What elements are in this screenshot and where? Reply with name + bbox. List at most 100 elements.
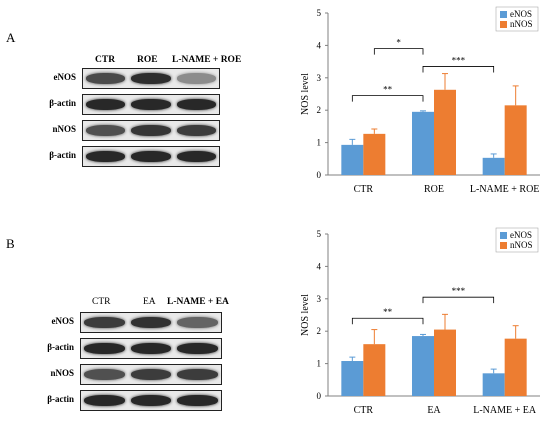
y-tick-label: 0 bbox=[317, 391, 322, 401]
legend-swatch bbox=[500, 242, 507, 249]
lane-label-ea: EA bbox=[143, 297, 156, 307]
blot-band bbox=[84, 317, 125, 328]
legend-label: nNOS bbox=[510, 19, 533, 29]
lane-label-ctr: CTR bbox=[95, 55, 116, 65]
x-tick-label: CTR bbox=[354, 405, 374, 416]
blot-band bbox=[131, 125, 171, 136]
panel-a: A CTR ROE L-NAME + ROE 0 1 2 3 4 5 NOS level CT… bbox=[0, 0, 550, 210]
blot-band bbox=[176, 99, 216, 110]
significance-label: ** bbox=[383, 85, 393, 95]
panel-label: A bbox=[6, 30, 16, 45]
blot-row-label: β-actin bbox=[49, 98, 76, 108]
blot-band bbox=[86, 151, 126, 162]
legend-label: eNOS bbox=[510, 230, 532, 240]
x-tick-label: L-NAME + EA bbox=[473, 405, 537, 416]
blot-band bbox=[86, 125, 126, 136]
blot-row-label: nNOS bbox=[50, 368, 74, 378]
blot-strip bbox=[80, 390, 222, 411]
blot-band bbox=[84, 343, 125, 354]
bar-enos bbox=[412, 336, 434, 396]
x-tick-label: CTR bbox=[354, 184, 374, 195]
y-tick-label: 1 bbox=[317, 138, 322, 148]
x-tick-label: L-NAME + ROE bbox=[470, 184, 540, 195]
y-tick-label: 5 bbox=[317, 8, 322, 18]
y-axis-label: NOS level bbox=[300, 294, 311, 336]
lane-label-roe: ROE bbox=[137, 55, 158, 65]
blot-band bbox=[176, 125, 216, 136]
blot-band bbox=[131, 73, 171, 84]
significance-bracket bbox=[351, 317, 424, 325]
y-tick-label: 4 bbox=[317, 261, 322, 271]
blot-strip bbox=[82, 120, 220, 141]
blot-band bbox=[130, 343, 172, 354]
y-tick-label: 2 bbox=[317, 326, 322, 336]
panel-label: B bbox=[6, 236, 15, 251]
lane-label-lname-ea: L-NAME + EA bbox=[167, 297, 229, 307]
x-tick-label: ROE bbox=[424, 184, 444, 195]
blot-row-label: β-actin bbox=[47, 394, 74, 404]
blot-strip bbox=[80, 364, 222, 385]
blot-row-label: eNOS bbox=[53, 72, 77, 82]
bar-enos bbox=[412, 111, 434, 175]
blot-strip bbox=[82, 94, 220, 115]
blot-band bbox=[130, 369, 172, 380]
blot-band bbox=[86, 99, 126, 110]
significance-label: *** bbox=[452, 286, 466, 296]
significance-label: *** bbox=[452, 55, 466, 65]
blot-band bbox=[130, 317, 172, 328]
bar-nnos bbox=[434, 329, 456, 396]
y-tick-label: 3 bbox=[317, 294, 322, 304]
blot-band bbox=[177, 395, 218, 406]
blot-row-label: eNOS bbox=[51, 316, 75, 326]
blot-band bbox=[130, 395, 172, 406]
blot-row-label: nNOS bbox=[52, 124, 76, 134]
blot-strip bbox=[80, 338, 222, 359]
blot-band bbox=[84, 369, 125, 380]
legend-swatch bbox=[500, 232, 507, 239]
bar-nnos bbox=[363, 344, 386, 396]
blot-band bbox=[131, 99, 171, 110]
legend-label: nNOS bbox=[510, 240, 533, 250]
x-tick-label: EA bbox=[427, 405, 441, 416]
panel-b: B CTR EA L-NAME + EA 0 1 2 3 4 5 NOS level CTR E… bbox=[0, 226, 550, 434]
legend-swatch bbox=[500, 11, 507, 18]
lane-label-ctr: CTR bbox=[92, 297, 111, 307]
blot-band bbox=[176, 151, 216, 162]
bar-enos bbox=[341, 361, 364, 396]
y-tick-label: 5 bbox=[317, 229, 322, 239]
blot-band bbox=[177, 369, 218, 380]
blot-band bbox=[86, 73, 126, 84]
y-axis-label: NOS level bbox=[300, 73, 311, 115]
blot-row-label: β-actin bbox=[49, 150, 76, 160]
significance-bracket bbox=[373, 48, 424, 55]
bar-nnos bbox=[504, 338, 527, 396]
lane-label-lname-roe: L-NAME + ROE bbox=[172, 55, 242, 65]
blot-band bbox=[176, 73, 216, 84]
blot-band bbox=[84, 395, 125, 406]
significance-bracket bbox=[422, 296, 495, 304]
significance-label: ** bbox=[383, 307, 393, 317]
y-tick-label: 2 bbox=[317, 105, 322, 115]
y-tick-label: 0 bbox=[317, 170, 322, 180]
significance-bracket bbox=[351, 95, 424, 102]
bar-nnos bbox=[363, 133, 386, 175]
significance-label: * bbox=[396, 38, 401, 48]
bar-nnos bbox=[434, 89, 456, 175]
blot-row-label: β-actin bbox=[47, 342, 74, 352]
blot-band bbox=[177, 317, 218, 328]
blot-strip bbox=[82, 146, 220, 167]
y-tick-label: 3 bbox=[317, 73, 322, 83]
significance-bracket bbox=[422, 66, 495, 73]
bar-enos bbox=[482, 373, 505, 396]
blot-band bbox=[177, 343, 218, 354]
blot-band bbox=[131, 151, 171, 162]
legend-swatch bbox=[500, 21, 507, 28]
y-tick-label: 4 bbox=[317, 40, 322, 50]
legend-label: eNOS bbox=[510, 9, 532, 19]
bar-nnos bbox=[504, 105, 527, 175]
bar-enos bbox=[482, 157, 505, 175]
bar-enos bbox=[341, 144, 364, 175]
y-tick-label: 1 bbox=[317, 359, 322, 369]
